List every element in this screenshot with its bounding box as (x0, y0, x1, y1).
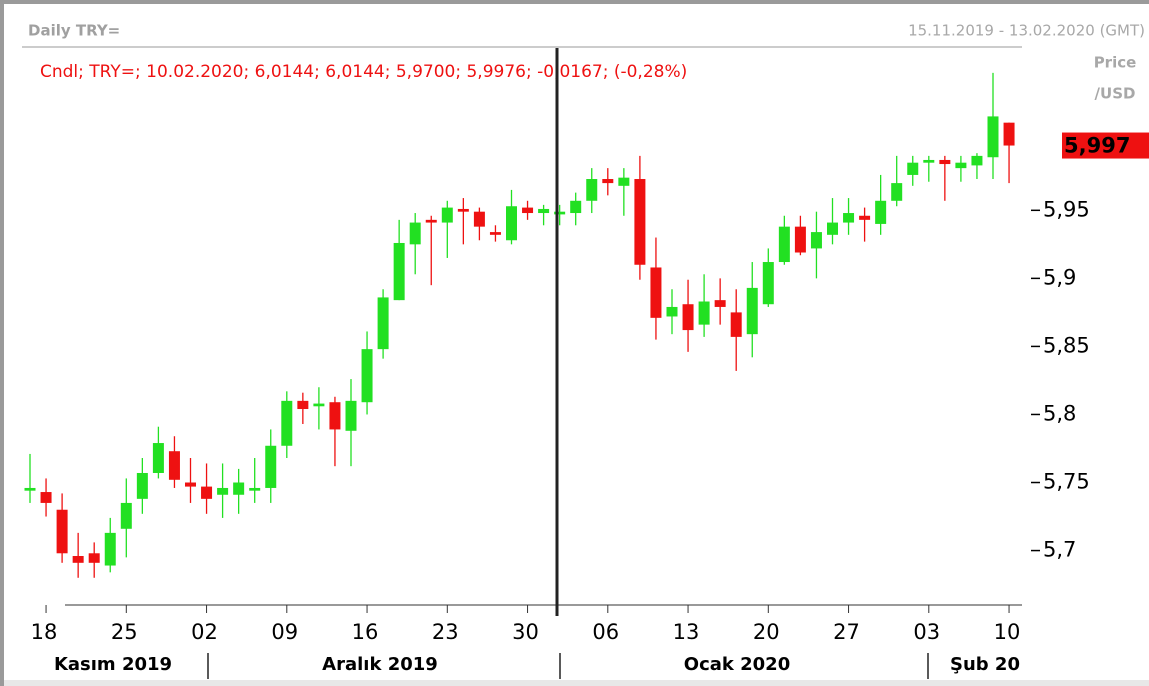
candle-body (794, 226, 806, 253)
y-tick-label: 5,95 (1043, 197, 1090, 221)
candle-body (730, 312, 742, 337)
candle-body (987, 116, 999, 158)
month-label: Aralık 2019 (322, 654, 438, 675)
month-label: Kasım 2019 (54, 654, 172, 675)
candle-body (56, 509, 68, 554)
x-tick-label: 30 (512, 620, 539, 644)
x-tick-label: 18 (31, 620, 58, 644)
candle-body (522, 207, 534, 214)
candle-body (602, 179, 614, 184)
candle-body (1003, 122, 1015, 146)
candle-body (907, 162, 919, 175)
candle-body (88, 553, 100, 563)
candle-body (104, 532, 116, 566)
candle-body (345, 400, 357, 431)
candle-body (457, 208, 469, 212)
chart-title: Daily TRY= (28, 22, 120, 40)
candle-body (875, 200, 887, 224)
candle-body (281, 400, 293, 446)
y-tick-label: 5,85 (1043, 333, 1090, 357)
candle-body (217, 487, 229, 495)
candle-body (425, 219, 437, 223)
candle-body (586, 179, 598, 201)
candle-body (682, 304, 694, 331)
candle-body (249, 487, 261, 491)
cursor-label: Cndl; TRY=; 10.02.2020; 6,0144; 6,0144; … (40, 62, 687, 82)
candle-body (746, 287, 758, 335)
x-tick-label: 20 (753, 620, 780, 644)
x-tick-label: 06 (592, 620, 619, 644)
candle-body (185, 482, 196, 487)
candle-body (265, 445, 277, 488)
x-tick-label: 25 (111, 620, 138, 644)
candle-body (72, 556, 84, 563)
y-tick-label: 5,8 (1043, 401, 1076, 425)
x-tick-label: 23 (432, 620, 459, 644)
candle-body (618, 177, 630, 186)
candle-body (409, 222, 421, 245)
footer-strip (0, 680, 1149, 686)
candle-body (714, 300, 726, 307)
candle-body (473, 211, 485, 227)
x-tick-label: 02 (191, 620, 218, 644)
candle-body (377, 297, 389, 350)
candle-body (666, 306, 678, 317)
candle-body (778, 226, 790, 263)
candle-body (843, 213, 855, 223)
y-tick-label: 5,9 (1043, 265, 1076, 289)
candle-body (859, 215, 871, 220)
candle-body (361, 349, 373, 403)
date-range: 15.11.2019 - 13.02.2020 (GMT) (908, 22, 1145, 40)
candle-body (441, 207, 453, 223)
candle-body (489, 232, 501, 235)
x-tick-label: 09 (271, 620, 298, 644)
candle-body (939, 159, 951, 165)
candle-body (827, 222, 838, 235)
candle-body (136, 472, 148, 499)
x-tick-label: 03 (913, 620, 940, 644)
x-tick-label: 27 (833, 620, 860, 644)
candle-body (297, 400, 309, 410)
candle-body (955, 162, 967, 169)
candle-body (40, 492, 52, 503)
last-price-box (1062, 132, 1149, 159)
candle-body (329, 402, 341, 430)
candle-body (650, 267, 662, 318)
x-tick-label: 10 (994, 620, 1021, 644)
x-tick-label: 16 (352, 620, 379, 644)
candle-body (923, 159, 935, 163)
y-axis-label: /USD (1095, 85, 1136, 103)
candle-body (168, 451, 180, 480)
y-tick-label: 5,75 (1043, 470, 1090, 494)
y-tick-label: 5,7 (1043, 538, 1076, 562)
candle-body (152, 443, 164, 473)
candle-body (810, 232, 822, 249)
candle-body (698, 301, 710, 325)
candle-body (538, 208, 550, 214)
month-label: Ocak 2020 (684, 654, 790, 675)
x-tick-label: 13 (673, 620, 700, 644)
candle-body (313, 403, 325, 407)
month-label: Şub 20 (950, 654, 1020, 675)
candle-body (762, 262, 774, 305)
candle-body (570, 200, 582, 214)
y-axis-label: Price (1094, 54, 1137, 72)
candle-body (891, 183, 903, 201)
candle-body (233, 482, 245, 495)
candle-body (971, 155, 983, 166)
candle-body (393, 242, 405, 301)
last-price-label: 5,997 (1064, 134, 1130, 158)
candle-body (554, 211, 566, 215)
candle-body (201, 486, 213, 499)
candle-body (120, 502, 132, 529)
candle-body (506, 206, 517, 241)
candle-body (24, 487, 36, 491)
candle-body (634, 179, 646, 265)
